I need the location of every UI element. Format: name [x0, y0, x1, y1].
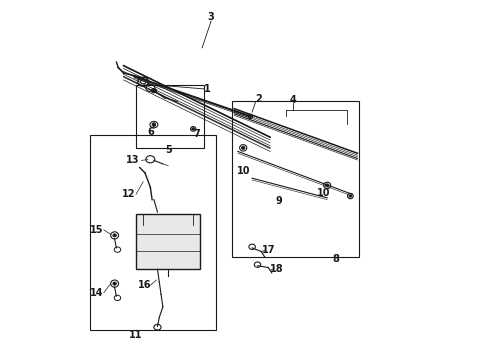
Bar — [136, 214, 200, 269]
Text: 10: 10 — [237, 166, 250, 176]
Text: 18: 18 — [270, 264, 283, 274]
Ellipse shape — [349, 195, 352, 197]
Ellipse shape — [249, 115, 251, 117]
Text: 17: 17 — [262, 245, 275, 255]
Ellipse shape — [325, 184, 329, 187]
Ellipse shape — [242, 146, 245, 149]
Text: 10: 10 — [317, 188, 330, 198]
Ellipse shape — [151, 89, 157, 93]
Text: 8: 8 — [333, 254, 340, 264]
Text: 7: 7 — [194, 129, 200, 139]
Text: 3: 3 — [208, 13, 215, 22]
Text: 4: 4 — [290, 95, 296, 105]
Text: 11: 11 — [129, 330, 143, 341]
Bar — [136, 85, 204, 148]
Text: 16: 16 — [138, 280, 152, 291]
Text: 12: 12 — [122, 189, 136, 199]
Text: 2: 2 — [255, 94, 262, 104]
Ellipse shape — [152, 123, 156, 126]
Text: 15: 15 — [90, 225, 103, 235]
Text: 9: 9 — [275, 197, 282, 206]
Text: 13: 13 — [126, 156, 139, 165]
Bar — [90, 135, 217, 330]
Bar — [232, 102, 359, 257]
Ellipse shape — [192, 128, 195, 130]
Text: 5: 5 — [165, 145, 172, 156]
Ellipse shape — [113, 234, 117, 237]
Text: 1: 1 — [204, 84, 211, 94]
Text: 14: 14 — [90, 288, 103, 297]
Text: 6: 6 — [147, 127, 154, 137]
Ellipse shape — [113, 282, 117, 285]
